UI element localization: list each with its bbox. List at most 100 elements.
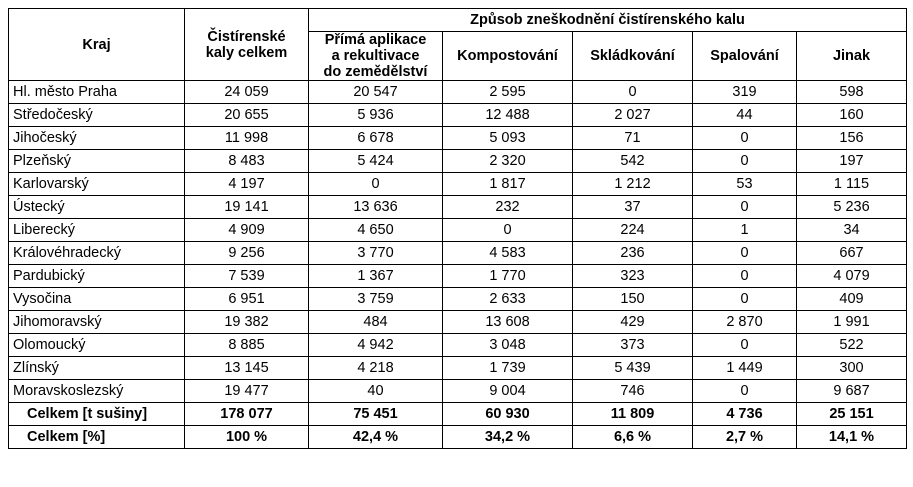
value-cell: 429: [572, 310, 693, 334]
value-cell: 1 367: [308, 264, 443, 288]
value-cell: 19 477: [184, 379, 309, 403]
value-cell: 598: [795, 80, 908, 104]
value-cell: 4 736: [692, 402, 797, 426]
total-row: Celkem [t sušiny] 178 077 75 451 60 930 11 8…: [8, 402, 908, 426]
value-cell: 300: [795, 356, 908, 380]
table-row: Liberecký 4 909 4 650 0 224 1 34: [8, 218, 908, 242]
value-cell: 1 817: [442, 172, 573, 196]
value-cell: 13 608: [442, 310, 573, 334]
value-cell: 0: [572, 80, 693, 104]
value-cell: 20 547: [308, 80, 443, 104]
table-row: Středočeský 20 655 5 936 12 488 2 027 44 160: [8, 103, 908, 127]
region-name: Vysočina: [8, 287, 185, 311]
value-cell: 3 048: [442, 333, 573, 357]
header-kraj: Kraj: [8, 8, 185, 81]
value-cell: 5 093: [442, 126, 573, 150]
region-name: Zlínský: [8, 356, 185, 380]
header-method-direct-application: Přímá aplikace a rekultivace do zeměděls…: [308, 31, 443, 81]
value-cell: 0: [692, 264, 797, 288]
value-cell: 232: [442, 195, 573, 219]
value-cell: 3 770: [308, 241, 443, 265]
value-cell: 522: [795, 333, 908, 357]
region-name: Královéhradecký: [8, 241, 185, 265]
value-cell: 34,2 %: [442, 425, 573, 449]
table-row: Olomoucký 8 885 4 942 3 048 373 0 522: [8, 333, 908, 357]
header-disposal-method-group: Způsob zneškodnění čistírenského kalu: [307, 8, 908, 32]
value-cell: 2 633: [442, 287, 573, 311]
value-cell: 5 936: [308, 103, 443, 127]
value-cell: 373: [572, 333, 693, 357]
table-row: Plzeňský 8 483 5 424 2 320 542 0 197: [8, 149, 908, 173]
region-name: Jihomoravský: [8, 310, 185, 334]
value-cell: 0: [692, 126, 797, 150]
table-row: Jihomoravský 19 382 484 13 608 429 2 870 1 991: [8, 310, 908, 334]
value-cell: 19 382: [184, 310, 309, 334]
value-cell: 34: [795, 218, 908, 242]
value-cell: 53: [692, 172, 797, 196]
value-cell: 4 218: [308, 356, 443, 380]
value-cell: 1 449: [692, 356, 797, 380]
value-cell: 323: [572, 264, 693, 288]
region-name: Celkem [t sušiny]: [8, 402, 185, 426]
region-name: Olomoucký: [8, 333, 185, 357]
value-cell: 4 583: [442, 241, 573, 265]
value-cell: 0: [692, 333, 797, 357]
value-cell: 71: [572, 126, 693, 150]
region-name: Moravskoslezský: [8, 379, 185, 403]
header-method-incineration: Spalování: [692, 31, 797, 81]
value-cell: 224: [572, 218, 693, 242]
region-name: Jihočeský: [8, 126, 185, 150]
value-cell: 5 424: [308, 149, 443, 173]
header-row-methods: Přímá aplikace a rekultivace do zeměděls…: [9, 31, 908, 81]
value-cell: 2 595: [442, 80, 573, 104]
value-cell: 9 004: [442, 379, 573, 403]
value-cell: 319: [692, 80, 797, 104]
value-cell: 0: [692, 149, 797, 173]
region-name: Ústecký: [8, 195, 185, 219]
value-cell: 1 991: [795, 310, 908, 334]
value-cell: 1: [692, 218, 797, 242]
value-cell: 1 770: [442, 264, 573, 288]
value-cell: 236: [572, 241, 693, 265]
table-row: Jihočeský 11 998 6 678 5 093 71 0 156: [8, 126, 908, 150]
value-cell: 160: [795, 103, 908, 127]
value-cell: 2 320: [442, 149, 573, 173]
header-method-direct-application-line1: Přímá aplikace: [324, 32, 427, 49]
value-cell: 20 655: [184, 103, 309, 127]
value-cell: 60 930: [442, 402, 573, 426]
header-total-sludge: Čistírenské kaly celkem: [184, 8, 309, 81]
value-cell: 75 451: [308, 402, 443, 426]
value-cell: 100 %: [184, 425, 309, 449]
total-row: Celkem [%] 100 % 42,4 % 34,2 % 6,6 % 2,7 % 14,…: [8, 425, 908, 449]
value-cell: 8 483: [184, 149, 309, 173]
header-row-group: Kraj Čistírenské kaly celkem Způsob zneš…: [8, 8, 908, 81]
value-cell: 4 079: [795, 264, 908, 288]
value-cell: 44: [692, 103, 797, 127]
value-cell: 542: [572, 149, 693, 173]
value-cell: 150: [572, 287, 693, 311]
value-cell: 0: [692, 287, 797, 311]
value-cell: 4 942: [308, 333, 443, 357]
value-cell: 197: [795, 149, 908, 173]
table-row: Hl. město Praha 24 059 20 547 2 595 0 319 598: [8, 80, 908, 104]
value-cell: 4 909: [184, 218, 309, 242]
table-row: Moravskoslezský 19 477 40 9 004 746 0 9 687: [8, 379, 908, 403]
value-cell: 4 650: [308, 218, 443, 242]
header-method-other: Jinak: [795, 31, 908, 81]
value-cell: 6,6 %: [572, 425, 693, 449]
value-cell: 19 141: [184, 195, 309, 219]
table-row: Ústecký 19 141 13 636 232 37 0 5 236: [8, 195, 908, 219]
value-cell: 1 212: [572, 172, 693, 196]
table-row: Vysočina 6 951 3 759 2 633 150 0 409: [8, 287, 908, 311]
header-method-direct-application-line3: do zemědělství: [323, 64, 428, 80]
value-cell: 1 115: [795, 172, 908, 196]
value-cell: 0: [692, 379, 797, 403]
value-cell: 0: [692, 195, 797, 219]
value-cell: 11 998: [184, 126, 309, 150]
sludge-disposal-table: Kraj Čistírenské kaly celkem Způsob zneš…: [8, 8, 908, 449]
value-cell: 6 678: [308, 126, 443, 150]
value-cell: 2,7 %: [692, 425, 797, 449]
value-cell: 40: [308, 379, 443, 403]
value-cell: 4 197: [184, 172, 309, 196]
value-cell: 156: [795, 126, 908, 150]
